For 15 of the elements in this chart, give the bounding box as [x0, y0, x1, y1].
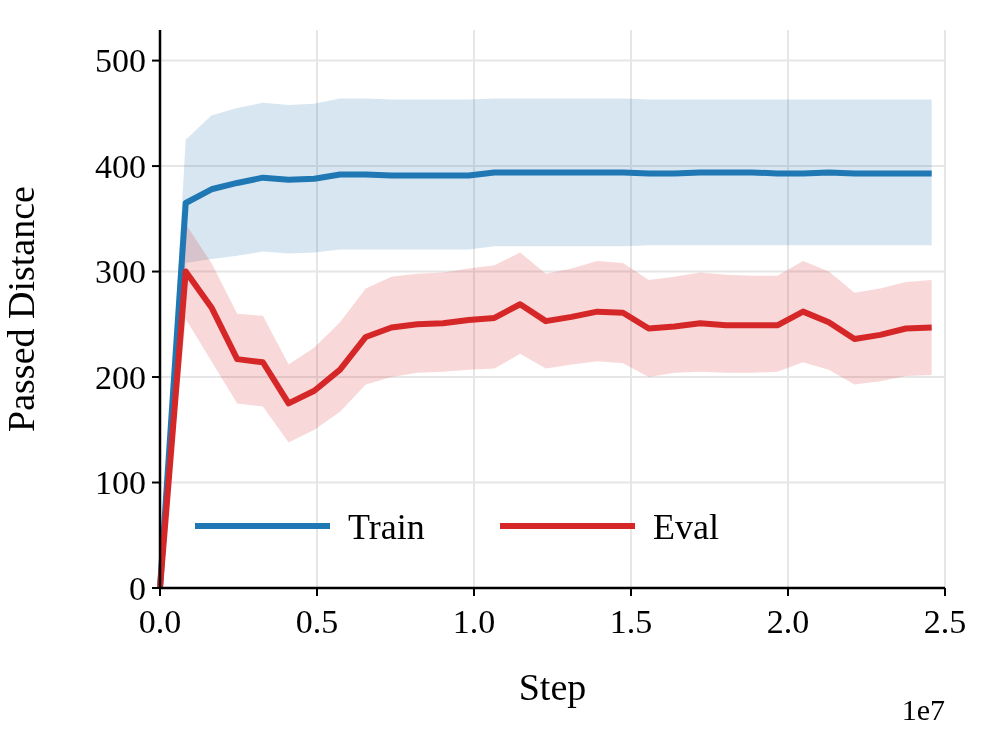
text: 1e7 [901, 693, 945, 726]
x-tick-label: 2.0 [766, 603, 810, 640]
x-tick-label: 0.5 [295, 603, 339, 640]
y-tick-label: 200 [95, 358, 146, 396]
y-tick-label: 500 [95, 42, 146, 80]
x-axis-title: Step [518, 666, 587, 708]
legend-label: Eval [653, 506, 719, 547]
y-tick-label: 100 [95, 464, 146, 502]
y-tick-label: 300 [95, 253, 146, 291]
x-tick-label: 2.5 [923, 603, 967, 640]
legend-label: Train [348, 506, 425, 547]
y-axis-title: Passed Distance [0, 186, 42, 432]
x-tick-label: 1.0 [452, 603, 496, 640]
y-tick-label: 400 [95, 147, 146, 185]
x-tick-label: 1.5 [609, 603, 653, 640]
